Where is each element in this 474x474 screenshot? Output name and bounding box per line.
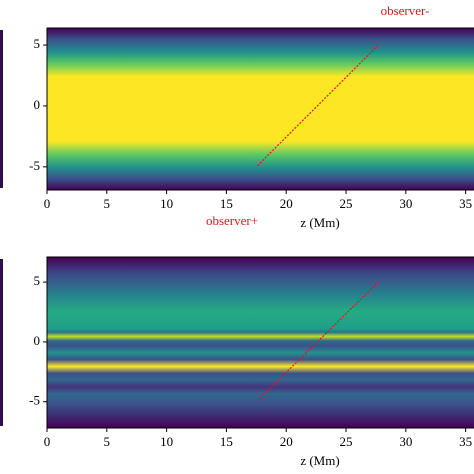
y-tick-label: -5 bbox=[29, 393, 40, 408]
x-tick-label: 15 bbox=[220, 434, 233, 449]
y-tick-label: -5 bbox=[29, 158, 40, 173]
x-tick-label: 0 bbox=[44, 196, 51, 211]
x-tick-label: 10 bbox=[160, 196, 173, 211]
axis-frame bbox=[46, 27, 474, 191]
x-tick-label: 25 bbox=[340, 434, 353, 449]
x-tick-label: 15 bbox=[220, 196, 233, 211]
x-tick-label: 25 bbox=[340, 196, 353, 211]
y-tick-label: 0 bbox=[34, 97, 41, 112]
x-tick-label: 30 bbox=[399, 196, 412, 211]
y-tick-label: 5 bbox=[34, 36, 41, 51]
heatmap bbox=[47, 28, 474, 190]
x-tick-label: 20 bbox=[280, 196, 293, 211]
x-tick-label: 35 bbox=[459, 196, 472, 211]
colorbar-edge bbox=[0, 259, 3, 426]
y-tick-label: 0 bbox=[34, 333, 41, 348]
x-tick-label: 0 bbox=[44, 434, 51, 449]
heatmap bbox=[47, 257, 474, 428]
x-axis-label: z (Mm) bbox=[300, 215, 339, 230]
line-of-sight bbox=[257, 281, 379, 401]
x-tick-label: 10 bbox=[160, 434, 173, 449]
annotation: observer+ bbox=[206, 213, 258, 228]
x-tick-label: 35 bbox=[459, 434, 472, 449]
line-of-sight bbox=[257, 44, 379, 167]
x-tick-label: 5 bbox=[104, 434, 111, 449]
x-tick-label: 30 bbox=[399, 434, 412, 449]
x-axis-label: z (Mm) bbox=[300, 453, 339, 468]
axis-frame bbox=[46, 256, 474, 429]
x-tick-label: 5 bbox=[104, 196, 111, 211]
y-tick-label: 5 bbox=[34, 273, 41, 288]
colorbar-edge bbox=[0, 30, 3, 188]
annotation: observer- bbox=[381, 3, 430, 18]
x-tick-label: 20 bbox=[280, 434, 293, 449]
